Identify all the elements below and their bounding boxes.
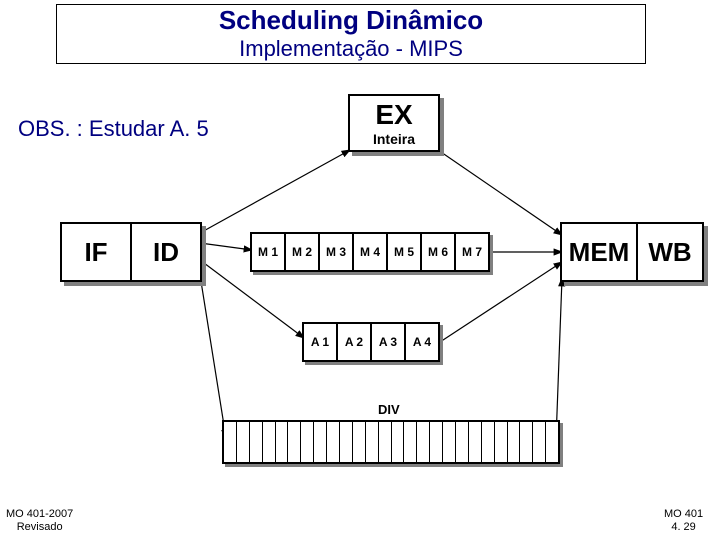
add-stage: A 4 (404, 322, 440, 362)
div-segment (327, 422, 340, 462)
stage-id-label: ID (153, 237, 179, 268)
div-segment (404, 422, 417, 462)
div-segment (353, 422, 366, 462)
div-segment (237, 422, 250, 462)
div-segment (546, 422, 558, 462)
title-box: Scheduling Dinâmico Implementação - MIPS (56, 4, 646, 64)
div-segment (276, 422, 289, 462)
div-segment (379, 422, 392, 462)
multiply-stage: M 4 (352, 232, 388, 272)
div-segment (314, 422, 327, 462)
multiply-stage-label: M 1 (258, 245, 278, 259)
div-label: DIV (378, 402, 400, 417)
footer-right-line2: 4. 29 (671, 521, 695, 533)
add-stage: A 1 (302, 322, 338, 362)
div-segment (520, 422, 533, 462)
add-stage-label: A 2 (345, 335, 363, 349)
footer-left-line1: MO 401-2007 (6, 508, 73, 520)
div-segment (508, 422, 521, 462)
div-bar (222, 420, 560, 464)
add-stage-label: A 4 (413, 335, 431, 349)
multiply-stage: M 2 (284, 232, 320, 272)
div-segment (340, 422, 353, 462)
stage-if: IF (60, 222, 132, 282)
multiply-stage: M 5 (386, 232, 422, 272)
multiply-row: M 1 M 2 M 3 M 4 M 5 M 6 M 7 (250, 232, 488, 272)
stage-ex: EX Inteira (348, 94, 440, 152)
div-segment (495, 422, 508, 462)
title-sub: Implementação - MIPS (57, 36, 645, 62)
div-segment (392, 422, 405, 462)
add-row: A 1 A 2 A 3 A 4 (302, 322, 438, 362)
multiply-stage-label: M 5 (394, 245, 414, 259)
add-stage: A 2 (336, 322, 372, 362)
add-stage: A 3 (370, 322, 406, 362)
multiply-stage: M 1 (250, 232, 286, 272)
stage-wb: WB (636, 222, 704, 282)
multiply-stage-label: M 7 (462, 245, 482, 259)
multiply-stage-label: M 3 (326, 245, 346, 259)
div-segment (443, 422, 456, 462)
stage-wb-label: WB (648, 237, 691, 268)
div-segment (250, 422, 263, 462)
stage-ex-sublabel: Inteira (373, 131, 415, 147)
div-segment (366, 422, 379, 462)
div-segment (533, 422, 546, 462)
stage-mem-label: MEM (569, 237, 630, 268)
stage-ex-label: EX (375, 99, 412, 131)
stage-if-label: IF (84, 237, 107, 268)
multiply-stage: M 7 (454, 232, 490, 272)
title-main: Scheduling Dinâmico (57, 5, 645, 36)
div-segment (288, 422, 301, 462)
div-segment (417, 422, 430, 462)
div-segment (224, 422, 237, 462)
div-segment (482, 422, 495, 462)
add-stage-label: A 3 (379, 335, 397, 349)
div-segment (456, 422, 469, 462)
obs-note: OBS. : Estudar A. 5 (18, 116, 209, 142)
footer-left: MO 401-2007 Revisado (6, 508, 73, 534)
footer-right-line1: MO 401 (664, 508, 703, 520)
multiply-stage: M 6 (420, 232, 456, 272)
div-segment (263, 422, 276, 462)
multiply-stage: M 3 (318, 232, 354, 272)
footer-right: MO 401 4. 29 (664, 508, 703, 534)
multiply-stage-label: M 2 (292, 245, 312, 259)
footer-left-line2: Revisado (17, 521, 63, 533)
div-segment (430, 422, 443, 462)
stage-id: ID (130, 222, 202, 282)
multiply-stage-label: M 6 (428, 245, 448, 259)
multiply-stage-label: M 4 (360, 245, 380, 259)
div-segment (469, 422, 482, 462)
add-stage-label: A 1 (311, 335, 329, 349)
stage-mem: MEM (560, 222, 638, 282)
div-segment (301, 422, 314, 462)
